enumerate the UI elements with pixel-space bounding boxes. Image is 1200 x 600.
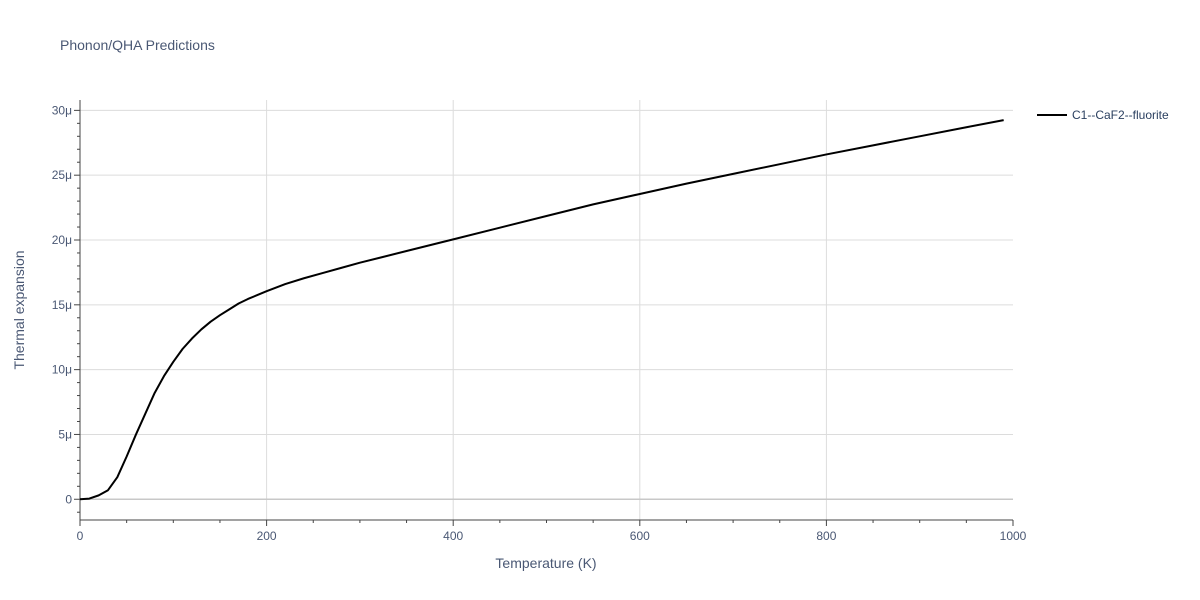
axes: 0 200 400 600 800 1000 0 5μ 10μ 15μ 20μ 25μ 30μ xyxy=(52,100,1027,543)
series-line xyxy=(79,119,1004,501)
x-tick-label: 1000 xyxy=(1000,529,1027,543)
y-tick-label: 15μ xyxy=(52,298,72,312)
x-tick-label: 200 xyxy=(257,529,277,543)
grid xyxy=(80,100,1013,520)
y-tick-label: 5μ xyxy=(58,427,72,441)
y-tick-label: 0 xyxy=(65,492,72,506)
y-axis-title: Thermal expansion xyxy=(11,250,27,369)
y-tick-label: 10μ xyxy=(52,363,72,377)
y-tick-label: 20μ xyxy=(52,233,72,247)
legend[interactable]: C1--CaF2--fluorite xyxy=(1037,108,1169,122)
x-tick-label: 400 xyxy=(443,529,463,543)
y-tick-label: 25μ xyxy=(52,168,72,182)
x-tick-label: 800 xyxy=(816,529,836,543)
x-tick-label: 600 xyxy=(630,529,650,543)
y-tick-label: 30μ xyxy=(52,103,72,117)
chart-title: Phonon/QHA Predictions xyxy=(60,37,215,53)
x-tick-label: 0 xyxy=(77,529,84,543)
plot-area[interactable] xyxy=(79,119,1004,501)
legend-label: C1--CaF2--fluorite xyxy=(1072,108,1169,122)
x-axis-title: Temperature (K) xyxy=(495,555,596,571)
